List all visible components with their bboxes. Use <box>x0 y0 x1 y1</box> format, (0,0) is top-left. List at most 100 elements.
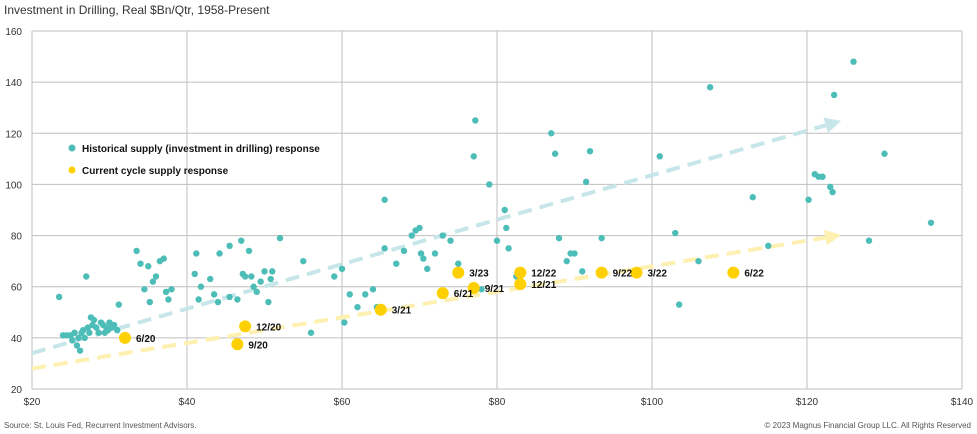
current-cycle-point <box>727 266 740 279</box>
historical-point <box>338 265 346 273</box>
historical-point <box>195 296 202 303</box>
historical-point <box>191 270 198 278</box>
historical-trend-arrow <box>31 117 842 356</box>
historical-point <box>472 117 479 124</box>
historical-point <box>90 316 98 324</box>
historical-point <box>149 278 157 285</box>
current-cycle-point <box>239 320 252 333</box>
historical-point <box>193 250 200 257</box>
historical-point <box>470 153 477 160</box>
historical-point <box>210 291 218 298</box>
historical-point <box>257 278 264 285</box>
copyright-note: © 2023 Magnus Financial Group LLC. All R… <box>764 421 971 430</box>
historical-point <box>850 58 857 65</box>
current-trend-arrow <box>31 229 842 371</box>
historical-point <box>548 130 555 137</box>
historical-point <box>214 298 222 306</box>
y-tick-label: 140 <box>5 78 22 89</box>
historical-point <box>381 196 388 203</box>
historical-point <box>381 245 388 252</box>
historical-point <box>598 234 605 242</box>
legend-current-marker <box>68 166 76 174</box>
historical-point <box>248 273 255 280</box>
historical-point <box>141 286 148 293</box>
historical-point <box>369 286 377 293</box>
historical-point <box>114 326 121 334</box>
current-cycle-point <box>467 281 480 294</box>
y-tick-label: 60 <box>11 283 23 294</box>
historical-point <box>408 232 415 239</box>
current-cycle-point <box>514 266 527 279</box>
historical-point <box>234 296 241 303</box>
historical-point <box>160 255 167 262</box>
historical-point <box>226 293 233 301</box>
historical-point <box>416 224 423 232</box>
historical-point <box>865 237 873 244</box>
historical-point <box>197 283 205 290</box>
source-note: Source: St. Louis Fed, Recurrent Investm… <box>4 421 197 430</box>
x-tick-label: $20 <box>24 397 41 408</box>
x-tick-label: $60 <box>334 397 351 408</box>
historical-point <box>749 194 756 201</box>
historical-point <box>81 334 88 342</box>
current-cycle-label: 9/21 <box>485 284 505 295</box>
historical-point <box>819 173 826 180</box>
historical-point <box>261 268 268 275</box>
historical-point <box>362 291 369 298</box>
historical-point <box>765 242 772 249</box>
historical-point <box>238 237 245 244</box>
historical-point <box>478 286 485 293</box>
y-tick-label: 80 <box>11 232 23 243</box>
historical-point <box>216 250 223 257</box>
historical-point <box>455 260 462 267</box>
historical-point <box>241 273 249 280</box>
grid <box>31 30 963 390</box>
historical-point <box>76 347 84 354</box>
historical-point <box>675 301 683 308</box>
historical-point <box>431 250 439 257</box>
current-cycle-label: 6/20 <box>136 334 156 345</box>
current-cycle-point <box>231 338 244 351</box>
historical-point <box>439 232 446 239</box>
historical-point <box>152 273 160 280</box>
historical-point <box>586 147 594 155</box>
historical-point <box>110 321 118 329</box>
historical-point <box>95 329 102 336</box>
current-cycle-label: 12/22 <box>531 269 556 280</box>
historical-point <box>354 303 361 311</box>
historical-point <box>501 206 508 214</box>
current-cycle-label: 12/20 <box>256 322 281 333</box>
legend-historical-marker <box>68 144 76 152</box>
current-cycle-label: 6/21 <box>454 289 474 300</box>
current-cycle-label: 9/20 <box>248 340 268 351</box>
historical-point <box>115 301 123 308</box>
data-labels: 6/20 9/20 12/20 3/21 6/21 9/21 12/21 3/23 12/22 9… <box>136 269 764 352</box>
x-tick-label: $40 <box>179 397 196 408</box>
historical-point <box>393 260 400 267</box>
historical-point <box>307 329 315 336</box>
current-cycle-label: 6/22 <box>744 269 764 280</box>
current-cycle-label: 9/22 <box>613 269 633 280</box>
historical-point <box>424 265 431 273</box>
current-cycle-point <box>514 278 527 291</box>
current-cycle-point <box>452 266 465 279</box>
historical-point <box>165 296 172 303</box>
historical-point <box>71 329 78 336</box>
x-tick-label: $100 <box>641 397 664 408</box>
historical-point <box>300 257 307 265</box>
historical-point <box>417 250 425 257</box>
legend-historical-label: Historical supply (investment in drillin… <box>82 144 320 155</box>
historical-point <box>341 319 348 326</box>
historical-point <box>486 181 493 188</box>
historical-point <box>555 234 563 242</box>
y-tick-label: 120 <box>5 129 22 140</box>
historical-point <box>93 324 100 331</box>
current-cycle-point <box>374 303 387 316</box>
data-points <box>55 58 935 354</box>
historical-point <box>505 245 512 252</box>
historical-point <box>493 237 501 244</box>
historical-point <box>551 150 559 157</box>
current-cycle-point <box>595 266 608 279</box>
current-cycle-point <box>119 331 131 344</box>
